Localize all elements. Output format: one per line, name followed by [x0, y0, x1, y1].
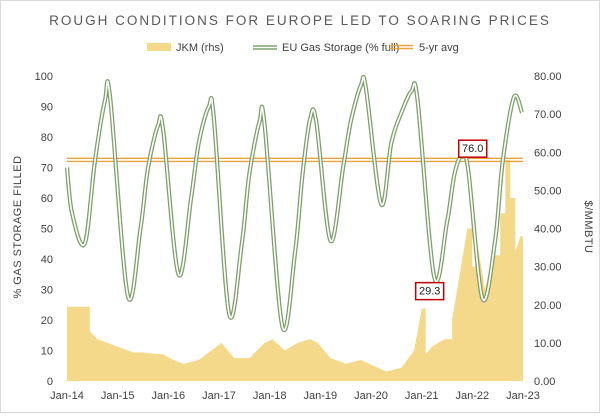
y2-tick-label: 10.00 [534, 338, 562, 350]
y-tick-label: 30 [41, 285, 53, 297]
annotations: 76.0 29.3 [414, 139, 488, 301]
y-tick-label: 0 [47, 376, 53, 388]
x-tick-label: Jan-22 [456, 390, 490, 402]
y-tick-label: 20 [41, 315, 53, 327]
x-tick-label: Jan-23 [506, 390, 540, 402]
y-tick-label: 40 [41, 254, 53, 266]
y-axis-right-title: $/MMBTU [582, 201, 594, 254]
x-tick-label: Jan-19 [304, 390, 338, 402]
x-tick-label: Jan-17 [202, 390, 236, 402]
y-tick-label: 80 [41, 132, 53, 144]
y-axis-left-title: % GAS STORAGE FILLED [12, 155, 24, 298]
y-axis-left: 0 10 20 30 40 50 60 70 80 90 100 [35, 71, 53, 388]
annotation-box [457, 139, 488, 158]
chart-title: ROUGH CONDITIONS FOR EUROPE LED TO SOARI… [49, 13, 551, 28]
y-tick-label: 50 [41, 224, 53, 236]
annotation-box [414, 281, 445, 301]
x-tick-label: Jan-20 [354, 390, 388, 402]
y2-tick-label: 60.00 [534, 147, 562, 159]
y-tick-label: 90 [41, 102, 53, 114]
series-storage-line [64, 74, 524, 332]
legend-label-avg: 5-yr avg [419, 42, 459, 54]
y-tick-label: 70 [41, 163, 53, 175]
y2-tick-label: 80.00 [534, 71, 562, 83]
y-tick-label: 100 [35, 71, 53, 83]
y2-tick-label: 40.00 [534, 224, 562, 236]
legend-label-jkm: JKM (rhs) [176, 42, 224, 54]
series-jkm-area [67, 159, 523, 381]
x-tick-label: Jan-18 [253, 390, 287, 402]
y2-tick-label: 70.00 [534, 109, 562, 121]
x-axis: Jan-14 Jan-15 Jan-16 Jan-17 Jan-18 Jan-19 Jan-… [50, 390, 540, 402]
y-axis-right: 0.00 10.00 20.00 30.00 40.00 50.00 60.00 70.00 8… [534, 71, 562, 388]
plot-area [64, 74, 524, 381]
annotation-label: 76.0 [462, 143, 483, 155]
legend-label-storage: EU Gas Storage (% full) [282, 42, 399, 54]
legend-swatch-jkm [147, 43, 171, 51]
x-tick-label: Jan-15 [101, 390, 135, 402]
legend: JKM (rhs) EU Gas Storage (% full) 5-yr a… [147, 42, 459, 54]
y-tick-label: 10 [41, 346, 53, 358]
y-tick-label: 60 [41, 193, 53, 205]
x-tick-label: Jan-21 [405, 390, 439, 402]
y2-tick-label: 0.00 [534, 376, 555, 388]
x-tick-label: Jan-16 [152, 390, 186, 402]
annotation-label: 29.3 [419, 286, 440, 298]
y2-tick-label: 50.00 [534, 185, 562, 197]
series-storage-line-inner [66, 76, 523, 331]
x-tick-label: Jan-14 [50, 390, 84, 402]
y2-tick-label: 20.00 [534, 300, 562, 312]
y2-tick-label: 30.00 [534, 262, 562, 274]
